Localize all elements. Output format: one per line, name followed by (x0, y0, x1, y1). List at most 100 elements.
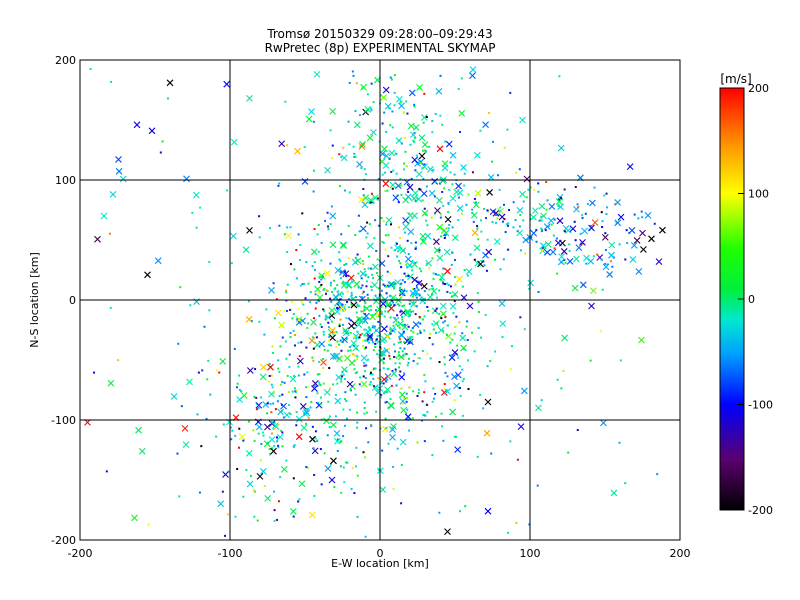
data-point (339, 440, 342, 443)
data-point (353, 121, 361, 129)
data-point (353, 354, 356, 357)
data-point (350, 303, 353, 306)
data-point (449, 341, 452, 344)
data-point (389, 223, 392, 226)
data-point (535, 404, 542, 412)
data-point (319, 448, 322, 451)
data-point (355, 296, 358, 299)
data-point (298, 498, 301, 501)
data-point (562, 369, 565, 372)
data-point (474, 189, 482, 197)
data-point (268, 453, 271, 456)
data-point (410, 242, 413, 245)
data-point (299, 402, 307, 410)
data-point (414, 200, 417, 203)
data-point (181, 425, 189, 432)
data-point (253, 490, 256, 493)
data-point (508, 209, 511, 212)
data-point (387, 234, 390, 237)
data-point (289, 508, 297, 515)
data-point (414, 136, 417, 139)
data-point (346, 461, 349, 464)
data-point (423, 207, 426, 210)
data-point (414, 169, 417, 172)
data-point (274, 408, 277, 411)
data-point (428, 288, 431, 291)
data-point (193, 298, 200, 305)
data-point (412, 331, 415, 334)
data-point (382, 283, 385, 286)
data-point (320, 359, 327, 366)
chart-title: Tromsø 20150329 09:28:00–09:29:43 (266, 27, 492, 41)
data-point (242, 246, 250, 254)
data-point (490, 160, 493, 163)
data-point (209, 393, 212, 396)
data-point (434, 181, 437, 184)
colorbar-unit-label: [m/s] (720, 72, 751, 86)
data-point (314, 437, 317, 440)
data-point (434, 392, 437, 395)
data-point (378, 224, 381, 227)
data-point (351, 281, 354, 284)
data-point (519, 249, 522, 252)
data-point (219, 358, 227, 365)
data-point (296, 357, 304, 365)
data-point (471, 171, 474, 174)
data-point (364, 535, 367, 538)
data-point (414, 247, 417, 250)
data-point (326, 349, 329, 352)
data-point (415, 195, 422, 203)
data-point (557, 204, 560, 207)
data-point (303, 146, 306, 149)
data-point (322, 358, 325, 361)
data-point (230, 262, 233, 265)
data-point (498, 213, 506, 221)
x-tick-label: -200 (68, 547, 93, 560)
data-point (543, 248, 551, 256)
data-point (453, 173, 456, 176)
data-point (605, 213, 608, 216)
data-point (399, 178, 402, 181)
data-point (426, 293, 434, 301)
data-point (423, 440, 426, 443)
colorbar-tick-label: 0 (748, 293, 755, 306)
data-point (425, 116, 428, 119)
data-point (431, 284, 434, 287)
data-point (277, 446, 280, 449)
data-point (356, 371, 359, 374)
data-point (295, 319, 303, 326)
data-point (486, 209, 489, 212)
data-point (346, 300, 349, 303)
data-point (560, 248, 568, 255)
data-point (454, 435, 457, 438)
data-point (434, 207, 441, 214)
data-point (203, 325, 206, 328)
data-point (289, 308, 292, 311)
data-point (467, 388, 470, 391)
data-point (436, 254, 444, 262)
data-point (295, 389, 298, 392)
data-point (292, 445, 295, 448)
data-point (541, 246, 544, 249)
data-point (400, 266, 403, 269)
data-point (388, 149, 396, 157)
data-point (375, 249, 378, 252)
data-point (182, 441, 190, 449)
data-point (451, 349, 459, 356)
data-point (387, 347, 390, 350)
data-point (360, 354, 368, 362)
data-point (294, 390, 297, 393)
data-point (453, 435, 456, 438)
data-point (399, 262, 402, 265)
data-point (405, 400, 408, 403)
data-point (420, 282, 423, 285)
data-point (432, 397, 435, 400)
data-point (603, 194, 606, 197)
data-point (419, 161, 422, 164)
data-point (538, 219, 541, 222)
data-point (386, 378, 389, 381)
data-point (574, 186, 577, 189)
data-point (292, 313, 295, 316)
data-point (313, 277, 316, 280)
data-point (553, 218, 556, 221)
